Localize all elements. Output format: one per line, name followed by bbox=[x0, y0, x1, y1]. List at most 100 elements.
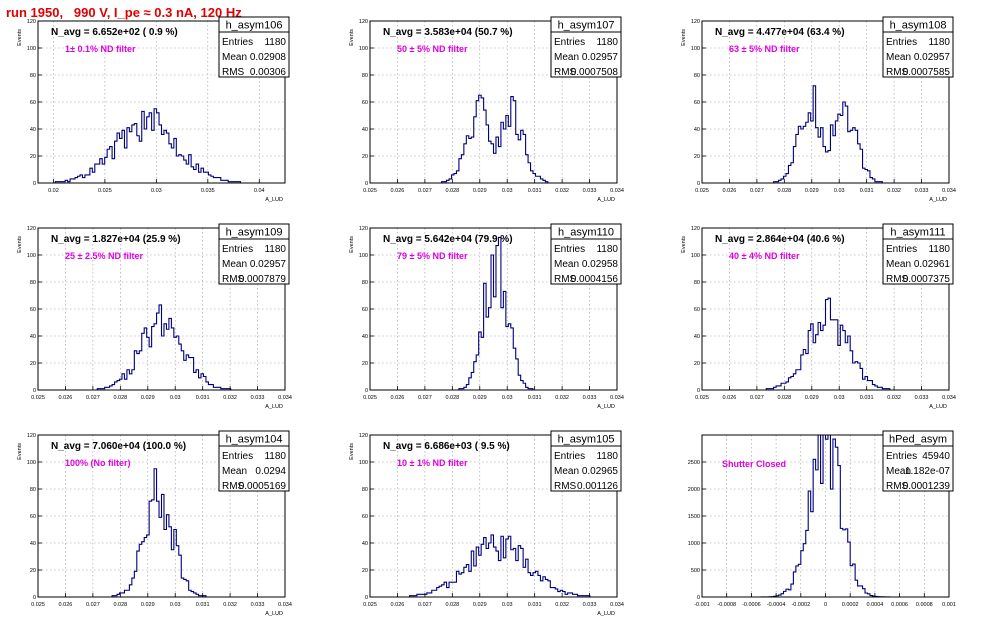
filter-note: 50 ± 5% ND filter bbox=[397, 44, 468, 54]
y-tick-label: 40 bbox=[362, 127, 368, 133]
stats-value: 0.02961 bbox=[914, 259, 951, 270]
x-tick-label: 0.03 bbox=[170, 395, 181, 401]
y-tick-label: 20 bbox=[30, 154, 36, 160]
y-axis-label: Events bbox=[681, 29, 687, 46]
y-tick-label: 80 bbox=[694, 73, 700, 79]
y-tick-label: 60 bbox=[362, 307, 368, 313]
x-tick-label: 0.031 bbox=[860, 188, 874, 194]
x-tick-label: 0.026 bbox=[723, 188, 737, 194]
x-tick-label: 0.025 bbox=[363, 602, 377, 608]
y-tick-label: 20 bbox=[362, 361, 368, 367]
histogram-series bbox=[38, 108, 285, 184]
histogram-title: h_asym108 bbox=[890, 20, 947, 32]
y-tick-label: 0 bbox=[365, 181, 368, 187]
histogram-title: h_asym106 bbox=[226, 20, 283, 32]
filter-note: 1± 0.1% ND filter bbox=[65, 44, 136, 54]
navg-label: N_avg = 2.864e+04 (40.6 %) bbox=[715, 234, 845, 245]
y-tick-label: 40 bbox=[362, 541, 368, 547]
x-tick-label: 0.026 bbox=[391, 188, 405, 194]
x-tick-label: -0.001 bbox=[694, 602, 710, 608]
y-tick-label: 20 bbox=[362, 568, 368, 574]
y-tick-label: 80 bbox=[362, 73, 368, 79]
x-tick-label: 0.028 bbox=[777, 188, 791, 194]
histogram-title: h_asym109 bbox=[226, 227, 283, 239]
navg-label: N_avg = 3.583e+04 (50.7 %) bbox=[383, 27, 513, 38]
filter-note: 10 ± 1% ND filter bbox=[397, 458, 468, 468]
y-tick-label: 0 bbox=[33, 181, 36, 187]
x-axis-label: A_LUD bbox=[929, 404, 947, 410]
stats-value: 1180 bbox=[596, 244, 618, 255]
y-axis-label: Events bbox=[349, 443, 355, 460]
x-tick-label: 0.031 bbox=[860, 395, 874, 401]
y-axis-label: Events bbox=[17, 236, 23, 253]
y-tick-label: 60 bbox=[30, 307, 36, 313]
x-tick-label: 0.026 bbox=[723, 395, 737, 401]
y-tick-label: 60 bbox=[362, 514, 368, 520]
stats-key: RMS bbox=[886, 481, 909, 492]
y-tick-label: 0 bbox=[697, 181, 700, 187]
stats-value: 0.0007585 bbox=[903, 67, 951, 78]
y-tick-label: 0 bbox=[33, 388, 36, 394]
x-tick-label: 0.029 bbox=[141, 602, 155, 608]
y-tick-label: 120 bbox=[27, 433, 36, 439]
x-tick-label: 0.034 bbox=[278, 395, 292, 401]
x-axis-label: A_LUD bbox=[597, 404, 615, 410]
y-tick-label: 100 bbox=[359, 460, 368, 466]
navg-label: N_avg = 6.652e+02 ( 0.9 %) bbox=[51, 27, 178, 38]
x-tick-label: 0.031 bbox=[528, 395, 542, 401]
y-tick-label: 20 bbox=[30, 361, 36, 367]
histogram-series bbox=[702, 85, 949, 184]
filter-note: 63 ± 5% ND filter bbox=[729, 44, 800, 54]
stats-box: h_asym109 Entries 1180 Mean 0.02957 RMS0.0007… bbox=[218, 223, 290, 285]
stats-box: h_asym107 Entries 1180 Mean 0.02957 RMS0.0007… bbox=[550, 16, 622, 78]
stats-value: 0.0001239 bbox=[903, 481, 951, 492]
histogram-series bbox=[38, 304, 285, 391]
stats-value: 0.02965 bbox=[582, 466, 619, 477]
histogram-pad: 0.02 0.025 0.03 0.035 0.04 0 20 40 60 80 100 120 Eve… bbox=[17, 16, 290, 203]
x-tick-label: 0 bbox=[824, 602, 827, 608]
y-axis-label: Events bbox=[349, 29, 355, 46]
x-tick-label: 0.03 bbox=[834, 395, 845, 401]
filter-note: Shutter Closed bbox=[722, 459, 786, 469]
x-tick-label: 0.027 bbox=[750, 395, 764, 401]
x-tick-label: 0.029 bbox=[473, 602, 487, 608]
histogram-series bbox=[702, 297, 949, 391]
y-tick-label: 100 bbox=[27, 46, 36, 52]
x-tick-label: 0.027 bbox=[418, 188, 432, 194]
y-tick-label: 120 bbox=[359, 226, 368, 232]
x-tick-label: 0.033 bbox=[251, 395, 265, 401]
stats-value: 1180 bbox=[928, 37, 950, 48]
y-tick-label: 100 bbox=[27, 253, 36, 259]
x-tick-label: 0.027 bbox=[418, 602, 432, 608]
x-tick-label: 0.026 bbox=[59, 602, 73, 608]
histogram-pad: 0.025 0.026 0.027 0.028 0.029 0.03 0.031 0.032 0… bbox=[349, 223, 624, 410]
x-tick-label: 0.03 bbox=[834, 188, 845, 194]
stats-box: h_asym110 Entries 1180 Mean 0.02958 RMS0.0004… bbox=[550, 223, 622, 285]
filter-note: 79 ± 5% ND filter bbox=[397, 251, 468, 261]
x-tick-label: 0.03 bbox=[170, 602, 181, 608]
x-tick-label: 0.027 bbox=[86, 395, 100, 401]
navg-label: N_avg = 7.060e+04 (100.0 %) bbox=[51, 441, 186, 452]
stats-key: Mean bbox=[554, 466, 579, 477]
stats-value: 0.02958 bbox=[582, 259, 619, 270]
stats-key: RMS bbox=[554, 274, 577, 285]
x-tick-label: 0.025 bbox=[98, 188, 112, 194]
x-tick-label: 0.028 bbox=[445, 395, 459, 401]
y-tick-label: 80 bbox=[362, 487, 368, 493]
y-tick-label: 40 bbox=[30, 334, 36, 340]
y-tick-label: 40 bbox=[694, 127, 700, 133]
y-tick-label: 40 bbox=[30, 127, 36, 133]
x-tick-label: 0.02 bbox=[48, 188, 59, 194]
x-axis-label: A_LUD bbox=[265, 404, 283, 410]
histogram-pad: 0.025 0.026 0.027 0.028 0.029 0.03 0.031 0.032 0… bbox=[681, 223, 956, 410]
y-tick-label: 40 bbox=[694, 334, 700, 340]
histogram-series bbox=[370, 534, 617, 598]
stats-key: Mean bbox=[886, 259, 911, 270]
x-tick-label: 0.025 bbox=[695, 188, 709, 194]
y-axis-label: Events bbox=[17, 443, 23, 460]
x-tick-label: 0.0008 bbox=[916, 602, 933, 608]
x-axis-label: A_LUD bbox=[597, 611, 615, 617]
x-tick-label: 0.025 bbox=[363, 188, 377, 194]
x-tick-label: 0.035 bbox=[201, 188, 215, 194]
